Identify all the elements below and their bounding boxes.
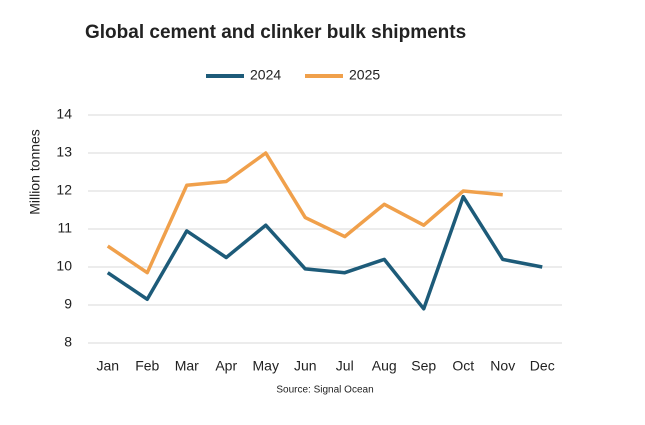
x-tick-label: Jan xyxy=(96,358,119,374)
y-tick-label: 9 xyxy=(64,296,72,312)
x-tick-label: May xyxy=(253,358,279,374)
x-tick-label: Aug xyxy=(372,358,397,374)
y-tick-label: 12 xyxy=(56,182,72,198)
y-tick-label: 11 xyxy=(57,220,72,236)
source: Source: Signal Ocean xyxy=(276,385,373,396)
y-tick-label: 14 xyxy=(56,106,72,122)
legend-label: 2025 xyxy=(349,67,380,83)
x-tick-label: Dec xyxy=(530,358,555,374)
x-tick-label: Mar xyxy=(175,358,199,374)
series-line xyxy=(106,151,503,275)
x-tick-label: Jul xyxy=(336,358,354,374)
legend-label: 2024 xyxy=(250,67,281,83)
x-tick-label: Feb xyxy=(135,358,159,374)
series-line xyxy=(106,194,543,311)
x-tick-label: Apr xyxy=(215,358,237,374)
x-tick-label: Jun xyxy=(294,358,317,374)
y-axis-label: Million tonnes xyxy=(27,129,43,215)
y-tick-label: 8 xyxy=(64,334,72,350)
x-tick-label: Sep xyxy=(411,358,436,374)
y-tick-label: 10 xyxy=(56,258,72,274)
x-tick-label: Nov xyxy=(490,358,515,374)
y-tick-label: 13 xyxy=(56,144,72,160)
chart-title: Global cement and clinker bulk shipments xyxy=(85,22,466,43)
x-tick-label: Oct xyxy=(452,358,474,374)
